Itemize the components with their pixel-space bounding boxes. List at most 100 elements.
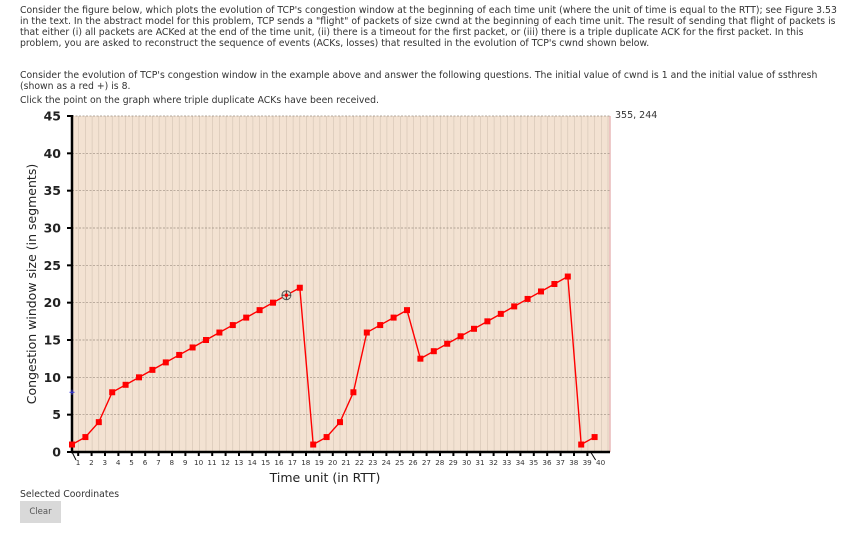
problem-intro: Consider the figure below, which plots t… [20,5,837,49]
x-tick-label: 20 [328,458,338,467]
x-tick-label: 29 [449,458,459,467]
data-point[interactable] [189,344,196,351]
x-tick-label: 11 [207,458,216,467]
data-point[interactable] [538,288,544,295]
question-instruction: Click the point on the graph where tripl… [20,95,379,106]
data-point[interactable] [578,441,585,448]
x-tick-label: 21 [341,458,350,467]
data-point[interactable] [564,273,571,280]
clear-button[interactable]: Clear [20,501,61,523]
x-tick-label: 7 [156,458,161,467]
x-tick-label: 34 [516,458,526,467]
data-point[interactable] [256,307,263,314]
data-point[interactable] [176,351,183,358]
x-tick-label: 10 [194,458,204,467]
data-point[interactable] [323,434,330,441]
x-tick-label: 9 [183,458,188,467]
x-tick-label: 15 [261,458,270,467]
data-point[interactable] [69,441,75,448]
x-tick-label: 25 [395,458,404,467]
data-point[interactable] [511,303,518,310]
x-tick-label: 14 [248,458,258,467]
x-tick-label: 33 [502,458,511,467]
data-point[interactable] [404,307,410,314]
y-tick-label: 45 [44,109,61,124]
data-point[interactable] [444,340,451,347]
question-text: Consider the evolution of TCP's congesti… [20,70,818,92]
data-point[interactable] [471,325,477,332]
x-tick-label: 17 [288,458,297,467]
x-tick-label: 3 [103,458,108,467]
x-tick-label: 13 [234,458,243,467]
coordinates-readout: 355, 244 [615,110,658,121]
x-tick-label: 6 [143,458,148,467]
cwnd-chart[interactable]: 0 5 10 15 20 25 30 35 40 45 1 2 3 4 5 6 7 8 9 10 11 12 13 14 15… [0,105,640,490]
data-point[interactable] [82,434,89,441]
y-tick-label: 35 [44,183,61,198]
x-tick-label: 38 [569,458,579,467]
x-tick-label: 28 [435,458,445,467]
y-axis-label: Congestion window size (in segments) [24,164,39,404]
x-tick-label: 27 [422,458,431,467]
x-tick-label: 24 [382,458,392,467]
x-tick-label: 4 [116,458,121,467]
data-point[interactable] [363,329,370,336]
data-point[interactable] [310,441,317,448]
data-point[interactable] [337,419,343,426]
cwnd-line [71,275,595,446]
ssthresh-marker-icon [69,389,75,395]
data-point[interactable] [270,299,276,306]
x-tick-label: 2 [89,458,94,467]
y-tick-label: 20 [44,295,62,310]
data-point[interactable] [524,295,531,302]
x-tick-label: 32 [489,458,498,467]
x-tick-label: 23 [368,458,377,467]
x-axis-start-mark [71,451,77,461]
data-point[interactable] [122,381,129,388]
plot-area[interactable] [72,116,610,452]
x-tick-label: 39 [583,458,593,467]
y-tick-label: 15 [44,333,61,348]
x-axis-label: Time unit (in RTT) [269,470,381,485]
data-point[interactable] [296,284,303,291]
data-point[interactable] [484,318,491,325]
data-point[interactable] [350,389,357,396]
x-tick-label: 19 [315,458,325,467]
x-tick-label: 1 [76,458,81,467]
data-point[interactable] [551,281,558,287]
data-point[interactable] [417,355,424,362]
data-point[interactable] [216,329,223,336]
data-point[interactable] [149,366,156,373]
y-tick-label: 25 [44,258,61,273]
selected-coordinates-label: Selected Coordinates [20,489,120,500]
x-tick-label: 35 [529,458,538,467]
x-tick-label: 40 [596,458,606,467]
data-point[interactable] [430,348,437,355]
data-point[interactable] [243,314,250,321]
data-point[interactable] [203,337,209,343]
x-tick-label: 8 [170,458,175,467]
data-point[interactable] [377,322,384,329]
data-point[interactable] [95,419,102,426]
crosshair-cursor-icon [281,290,292,301]
data-point[interactable] [229,322,236,329]
y-tick-label: 5 [52,407,61,422]
x-tick-label: 22 [355,458,364,467]
y-tick-label: 30 [44,221,62,236]
data-point[interactable] [497,310,504,317]
x-tick-label: 5 [129,458,134,467]
data-point[interactable] [591,434,598,441]
x-axis-end-mark [590,451,597,461]
x-tick-label: 26 [408,458,418,467]
data-point[interactable] [136,374,142,381]
data-point[interactable] [109,389,116,396]
x-tick-label: 37 [556,458,565,467]
x-tick-label: 36 [542,458,552,467]
data-point[interactable] [457,333,464,340]
data-point[interactable] [390,314,397,321]
x-tick-label: 31 [475,458,484,467]
x-tick-label: 12 [221,458,230,467]
x-tick-label: 30 [462,458,472,467]
data-point[interactable] [162,359,169,366]
